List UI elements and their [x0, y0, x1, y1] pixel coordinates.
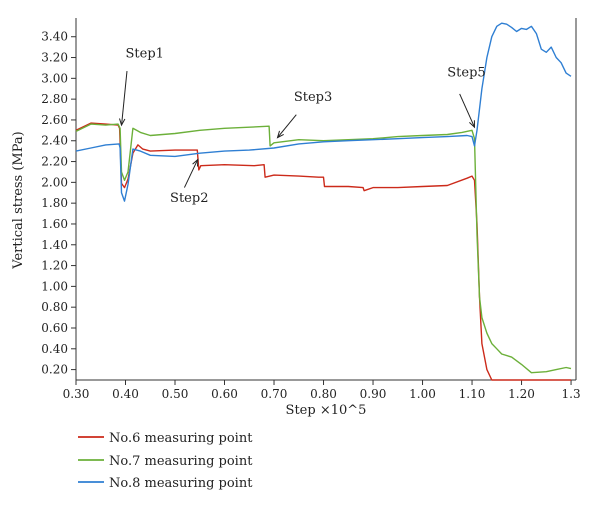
x-tick-label: 0.80 — [310, 387, 337, 401]
y-ticks: 0.20 0.40 0.60 0.80 1.00 1.20 1.40 1.60 1.80 2.00… — [41, 30, 76, 377]
annotation-label: Step3 — [294, 90, 332, 105]
y-tick-label: 2.20 — [41, 155, 68, 169]
x-tick-label: 1.00 — [409, 387, 436, 401]
legend-item-no8: No.8 measuring point — [78, 476, 253, 491]
y-tick-label: 3.00 — [41, 71, 68, 85]
x-tick-label: 0.70 — [261, 387, 288, 401]
annotation-arrow-head — [276, 130, 284, 139]
annotation-arrow-head — [192, 158, 199, 167]
x-tick-label: 0.50 — [162, 387, 189, 401]
legend-item-no6: No.6 measuring point — [78, 431, 253, 446]
annotation-arrow-head — [469, 120, 476, 129]
annotations: Step1 Step2 Step3 Step5 — [119, 47, 486, 206]
annotation-arrow-line — [277, 114, 297, 138]
y-tick-label: 2.00 — [41, 175, 68, 189]
legend-label-no6: No.6 measuring point — [109, 431, 253, 446]
annotation-label: Step5 — [447, 65, 485, 80]
y-tick-label: 1.00 — [41, 279, 68, 293]
y-tick-label: 1.40 — [41, 238, 68, 252]
y-tick-label: 3.40 — [41, 30, 68, 44]
legend-label-no7: No.7 measuring point — [109, 454, 253, 469]
annotation-arrow-line — [183, 159, 199, 188]
y-tick-label: 0.20 — [41, 363, 68, 377]
x-axis-label: Step ×10^5 — [286, 403, 367, 418]
y-tick-label: 1.80 — [41, 196, 68, 210]
annotation-label: Step2 — [170, 191, 208, 206]
legend-item-no7: No.7 measuring point — [78, 454, 253, 469]
annotation-arrow-head — [119, 118, 126, 127]
y-tick-label: 0.60 — [41, 321, 68, 335]
y-axis-label: Vertical stress (MPa) — [11, 131, 26, 269]
legend: No.6 measuring point No.7 measuring poin… — [78, 431, 253, 491]
x-tick-label: 0.60 — [211, 387, 238, 401]
y-tick-label: 2.80 — [41, 92, 68, 106]
x-tick-label: 1.10 — [459, 387, 486, 401]
y-tick-label: 2.40 — [41, 134, 68, 148]
series-group — [75, 22, 572, 381]
y-tick-label: 1.20 — [41, 259, 68, 273]
y-tick-label: 0.40 — [41, 342, 68, 356]
x-tick-label: 1.3 — [562, 387, 581, 401]
x-tick-label: 1.20 — [508, 387, 535, 401]
series-line-1 — [75, 123, 572, 374]
x-tick-label: 0.40 — [112, 387, 139, 401]
x-tick-label: 0.30 — [63, 387, 90, 401]
y-tick-label: 2.60 — [41, 113, 68, 127]
annotation-label: Step1 — [126, 47, 164, 62]
legend-label-no8: No.8 measuring point — [109, 476, 253, 491]
y-tick-label: 1.60 — [41, 217, 68, 231]
y-tick-label: 3.20 — [41, 51, 68, 65]
y-tick-label: 0.80 — [41, 300, 68, 314]
annotation-arrow-line — [121, 71, 128, 126]
x-tick-label: 0.90 — [360, 387, 387, 401]
series-line-0 — [75, 122, 571, 381]
series-line-2 — [75, 22, 572, 202]
annotation-arrow-line — [459, 93, 475, 128]
x-ticks: 0.30 0.40 0.50 0.60 0.70 0.80 0.90 1.00 1.10 1.20… — [63, 380, 581, 401]
